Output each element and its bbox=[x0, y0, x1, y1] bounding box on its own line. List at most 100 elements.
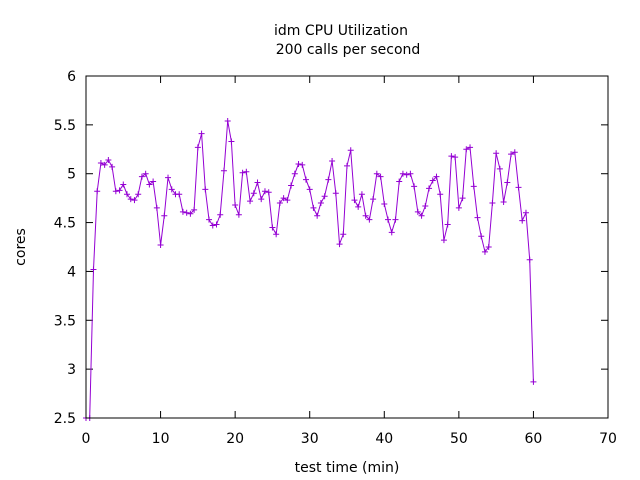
data-point bbox=[426, 185, 433, 192]
x-tick-label: 60 bbox=[525, 431, 543, 447]
series-markers bbox=[83, 117, 537, 421]
data-point bbox=[478, 233, 485, 240]
data-point bbox=[489, 200, 496, 207]
x-tick-label: 50 bbox=[450, 431, 468, 447]
data-point bbox=[150, 178, 157, 185]
data-point bbox=[522, 209, 529, 216]
data-point bbox=[370, 196, 377, 203]
y-tick-label: 3.5 bbox=[54, 313, 76, 329]
data-point bbox=[351, 197, 358, 204]
data-point bbox=[470, 183, 477, 190]
y-tick-label: 5.5 bbox=[54, 118, 76, 134]
data-point bbox=[202, 186, 209, 193]
data-point bbox=[381, 201, 388, 208]
data-point bbox=[414, 208, 421, 215]
data-point bbox=[396, 178, 403, 185]
data-point bbox=[515, 184, 522, 191]
data-point bbox=[105, 157, 112, 164]
data-point bbox=[373, 170, 380, 177]
data-point bbox=[265, 189, 272, 196]
y-tick-label: 3 bbox=[67, 362, 76, 378]
y-axis-label: cores bbox=[13, 228, 29, 266]
data-point bbox=[284, 197, 291, 204]
data-point bbox=[239, 169, 246, 176]
data-point bbox=[187, 210, 194, 217]
x-tick-label: 0 bbox=[82, 431, 91, 447]
data-point bbox=[306, 186, 313, 193]
data-point bbox=[329, 158, 336, 165]
data-point bbox=[314, 212, 321, 219]
data-point bbox=[124, 191, 131, 198]
y-axis-ticks: 2.5 3 3.5 4 4.5 5 5.5 6 bbox=[54, 69, 608, 427]
data-point bbox=[250, 190, 257, 197]
data-point bbox=[153, 204, 160, 211]
data-point bbox=[407, 170, 414, 177]
x-axis-label: test time (min) bbox=[295, 460, 400, 476]
data-point bbox=[392, 216, 399, 223]
data-point bbox=[228, 138, 235, 145]
data-point bbox=[530, 378, 537, 385]
data-point bbox=[131, 197, 138, 204]
data-point bbox=[493, 150, 500, 157]
data-point bbox=[299, 161, 306, 168]
data-point bbox=[511, 149, 518, 156]
data-point bbox=[127, 196, 134, 203]
data-point bbox=[463, 146, 470, 153]
data-point bbox=[317, 200, 324, 207]
data-point bbox=[481, 248, 488, 255]
data-point bbox=[500, 199, 507, 206]
data-point bbox=[168, 186, 175, 193]
data-point bbox=[332, 190, 339, 197]
data-point bbox=[321, 193, 328, 200]
data-point bbox=[440, 237, 447, 244]
data-point bbox=[97, 159, 104, 166]
data-point bbox=[340, 231, 347, 238]
data-point bbox=[302, 176, 309, 183]
data-point bbox=[388, 229, 395, 236]
data-point bbox=[422, 202, 429, 209]
data-point bbox=[519, 217, 526, 224]
data-point bbox=[191, 206, 198, 213]
data-point bbox=[224, 117, 231, 124]
y-tick-label: 4 bbox=[67, 264, 76, 280]
data-point bbox=[399, 170, 406, 177]
data-point bbox=[377, 173, 384, 180]
data-point bbox=[220, 167, 227, 174]
data-point bbox=[448, 153, 455, 160]
data-point bbox=[157, 242, 164, 249]
data-point bbox=[269, 224, 276, 231]
x-tick-label: 10 bbox=[152, 431, 170, 447]
data-point bbox=[403, 171, 410, 178]
data-point bbox=[138, 173, 145, 180]
data-point bbox=[310, 204, 317, 211]
data-point bbox=[459, 195, 466, 202]
data-point bbox=[288, 182, 295, 189]
data-point bbox=[94, 188, 101, 195]
data-point bbox=[276, 200, 283, 207]
data-point bbox=[485, 244, 492, 250]
x-tick-label: 40 bbox=[375, 431, 393, 447]
plot-border bbox=[85, 75, 609, 419]
data-point bbox=[508, 151, 515, 158]
y-tick-label: 4.5 bbox=[54, 216, 76, 232]
data-point bbox=[109, 163, 116, 170]
chart-title: idm CPU Utilization bbox=[274, 23, 408, 39]
x-axis-ticks: 0 10 20 30 40 50 60 70 bbox=[82, 76, 617, 447]
data-point bbox=[429, 177, 436, 184]
data-point bbox=[273, 231, 280, 238]
data-point bbox=[325, 176, 332, 183]
data-point bbox=[474, 214, 481, 221]
data-point bbox=[504, 179, 511, 186]
data-point bbox=[213, 221, 220, 228]
data-point bbox=[418, 212, 425, 219]
data-point bbox=[101, 161, 108, 168]
x-tick-label: 20 bbox=[226, 431, 244, 447]
data-point bbox=[243, 168, 250, 175]
chart-subtitle: 200 calls per second bbox=[276, 42, 421, 58]
data-point bbox=[444, 221, 451, 228]
data-point bbox=[198, 130, 205, 137]
data-point bbox=[209, 222, 216, 229]
data-point bbox=[120, 181, 127, 188]
data-point bbox=[355, 203, 362, 210]
x-tick-label: 30 bbox=[301, 431, 319, 447]
